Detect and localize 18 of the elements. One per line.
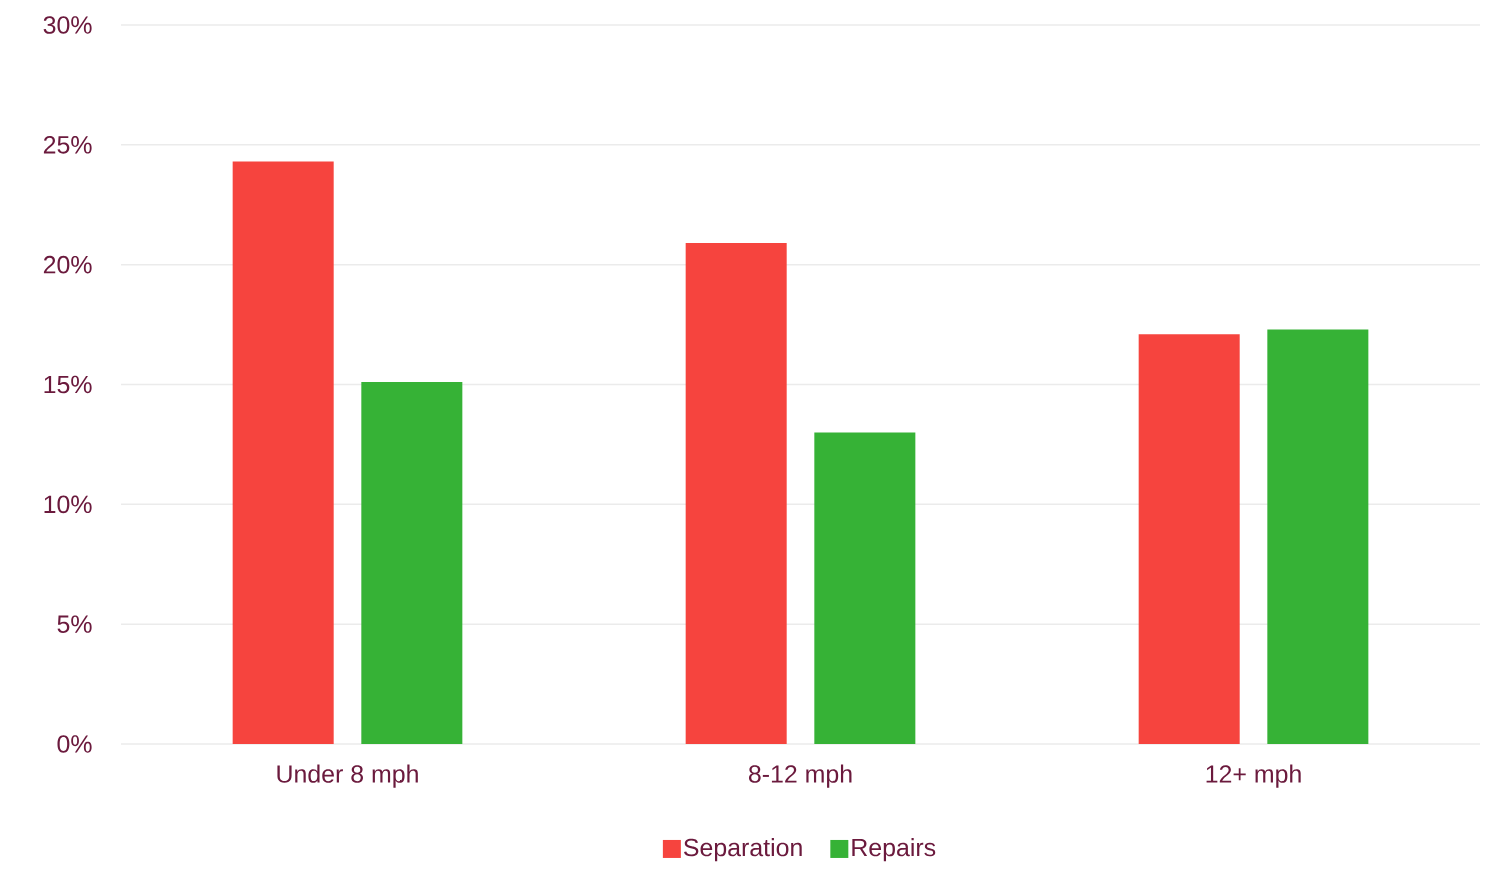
y-tick-label: 25% xyxy=(43,136,92,154)
bar xyxy=(1267,329,1369,744)
legend-label: Separation xyxy=(683,838,802,862)
bar xyxy=(232,161,334,744)
x-tick-label: 12+ mph xyxy=(1206,764,1301,788)
y-tick-label: 5% xyxy=(57,615,92,633)
bar xyxy=(814,432,916,744)
bar xyxy=(685,243,787,744)
y-tick-label: 10% xyxy=(44,495,92,514)
y-tick-label: 20% xyxy=(43,255,92,274)
x-tick-label: Under 8 mph xyxy=(277,764,418,788)
legend-label: Repairs xyxy=(852,838,936,862)
y-tick-label: 0% xyxy=(57,735,92,753)
bar xyxy=(1138,334,1240,744)
bar xyxy=(361,382,463,744)
y-tick-label: 15% xyxy=(44,375,92,394)
y-tick-label: 30% xyxy=(43,16,92,34)
x-tick-label: 8-12 mph xyxy=(748,764,852,788)
